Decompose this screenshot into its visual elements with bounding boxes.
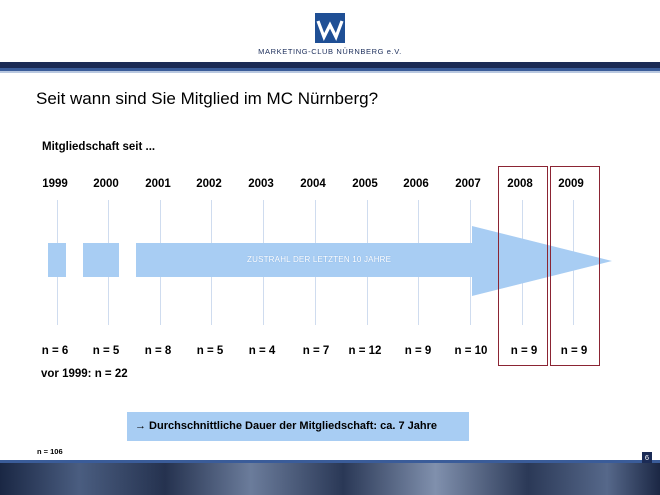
count-label: n = 9 [510,345,538,357]
timeline-bar-1999 [48,243,66,277]
highlight-box-2009 [550,166,600,366]
logo-text: MARKETING-CLUB NÜRNBERG e.V. [258,47,402,56]
year-label: 2000 [93,178,119,190]
header-band-accent [0,68,660,71]
year-label: 1999 [42,178,68,190]
count-label: n = 9 [560,345,588,357]
year-label: 2005 [352,178,378,190]
before-1999-count: vor 1999: n = 22 [41,368,128,380]
page-number: 6 [641,452,652,463]
mc-logo-icon [315,13,345,43]
count-label: n = 10 [454,345,488,357]
year-label: 2001 [145,178,171,190]
slide-title: Seit wann sind Sie Mitglied im MC Nürnbe… [36,89,379,108]
average-duration-callout: → Durchschnittliche Dauer der Mitgliedsc… [127,412,469,441]
header-band [0,62,660,68]
year-label: 2003 [248,178,274,190]
arrow-label: ZUSTRAHL DER LETZTEN 10 JAHRE [247,255,392,264]
timeline-arrow [136,226,612,296]
count-label: n = 8 [144,345,172,357]
count-label: n = 5 [196,345,224,357]
year-label: 2009 [558,178,584,190]
count-label: n = 7 [302,345,330,357]
timeline-bar-2000 [83,243,119,277]
year-label: 2004 [300,178,326,190]
count-label: n = 9 [404,345,432,357]
year-label: 2002 [196,178,222,190]
timeline-subtitle: Mitgliedschaft seit ... [42,141,156,153]
highlight-box-2008 [498,166,548,366]
footer-image-strip [0,463,660,495]
count-label: n = 5 [92,345,120,357]
count-label: n = 4 [248,345,276,357]
count-label: n = 6 [41,345,69,357]
header-band-light [0,71,660,73]
year-label: 2007 [455,178,481,190]
total-count: n = 106 [37,447,63,456]
count-label: n = 12 [348,345,382,357]
footer-band [0,460,660,463]
year-label: 2008 [507,178,533,190]
year-label: 2006 [403,178,429,190]
